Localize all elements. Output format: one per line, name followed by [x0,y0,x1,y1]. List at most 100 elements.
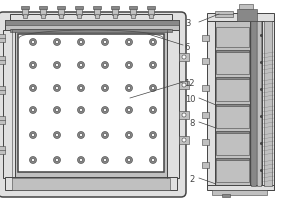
Circle shape [80,158,82,162]
Bar [21,6,29,9]
Bar [148,8,154,15]
Circle shape [53,62,61,68]
Circle shape [125,106,133,114]
Text: 2: 2 [189,176,194,184]
Circle shape [125,156,133,164]
Bar [10,14,172,20]
Bar [0,146,5,154]
Bar [216,50,249,52]
Circle shape [80,134,82,136]
Circle shape [182,83,186,87]
Circle shape [149,106,157,114]
Bar [207,185,274,190]
Bar [12,178,170,190]
Bar [216,77,249,79]
Bar [216,158,249,160]
Circle shape [128,64,130,66]
Circle shape [149,156,157,164]
Bar [257,21,261,186]
Circle shape [56,40,58,44]
Circle shape [77,156,85,164]
Circle shape [125,84,133,92]
Bar [212,190,267,195]
Bar [179,111,189,119]
Bar [58,8,64,15]
Bar [251,21,256,186]
Bar [216,131,249,155]
Circle shape [152,134,154,136]
Circle shape [101,62,109,68]
Circle shape [29,38,37,46]
Circle shape [53,132,61,138]
Bar [129,6,137,9]
Circle shape [128,134,130,136]
Bar [75,6,83,9]
Circle shape [32,64,34,66]
Bar [10,29,172,32]
Bar [202,85,209,91]
Circle shape [103,40,106,44]
Bar [239,4,253,9]
Text: 6: 6 [184,43,189,51]
Bar [12,30,170,178]
Bar [3,30,15,178]
Bar [216,158,249,182]
Bar [215,21,250,186]
Circle shape [152,108,154,112]
Circle shape [80,86,82,90]
Bar [202,112,209,118]
Bar [18,34,164,172]
Bar [77,14,81,18]
Circle shape [103,64,106,66]
FancyBboxPatch shape [0,12,186,197]
Circle shape [101,84,109,92]
Circle shape [77,106,85,114]
Text: 3: 3 [185,20,190,28]
Bar [0,86,5,94]
Text: 12: 12 [184,79,194,88]
Bar [147,6,155,9]
Circle shape [53,156,61,164]
Bar [202,35,209,41]
Bar [130,8,136,15]
Circle shape [128,158,130,162]
Bar [262,17,274,190]
Circle shape [56,64,58,66]
Bar [111,6,119,9]
Circle shape [32,40,34,44]
Bar [179,53,189,61]
Circle shape [128,40,130,44]
Bar [167,30,179,178]
Bar [41,14,45,18]
Circle shape [152,158,154,162]
Circle shape [77,132,85,138]
Circle shape [53,84,61,92]
Bar [5,20,179,25]
Circle shape [149,84,157,92]
Circle shape [29,156,37,164]
Bar [40,8,46,15]
Bar [202,139,209,145]
Bar [59,14,63,18]
Bar [216,77,249,101]
Circle shape [80,108,82,112]
Circle shape [182,113,186,117]
Circle shape [101,38,109,46]
Circle shape [32,86,34,90]
Bar [113,14,117,18]
Circle shape [103,158,106,162]
Bar [93,6,101,9]
Bar [112,8,118,15]
Bar [5,177,177,190]
Circle shape [152,40,154,44]
Bar [202,58,209,64]
Circle shape [103,134,106,136]
Bar [216,104,249,128]
Circle shape [103,86,106,90]
Bar [76,8,82,15]
Bar [94,8,100,15]
Bar [216,104,249,106]
Circle shape [149,62,157,68]
Circle shape [128,108,130,112]
Bar [23,14,27,18]
